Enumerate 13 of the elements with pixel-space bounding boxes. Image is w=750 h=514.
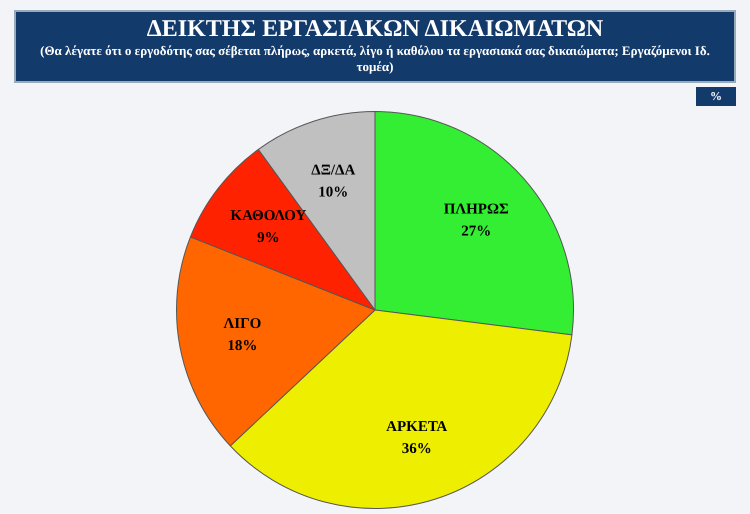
slice-label: ΔΞ/ΔΑ	[311, 162, 356, 178]
data-label: 36%	[402, 441, 432, 458]
data-label: 10%	[318, 184, 348, 200]
data-label: 27%	[461, 224, 492, 240]
chart-title: ΔΕΙΚΤΗΣ ΕΡΓΑΣΙΑΚΩΝ ΔΙΚΑΙΩΜΑΤΩΝ	[146, 16, 604, 43]
data-label: 18%	[227, 338, 258, 354]
slice-label: ΚΑΘΟΛΟΥ	[230, 208, 306, 224]
slice-label: ΑΡΚΕΤΑ	[386, 419, 448, 436]
slice-label: ΛΙΓΟ	[224, 316, 262, 332]
text: %	[696, 87, 736, 106]
chart-subtitle: (Θα λέγατε ότι ο εργοδότης σας σέβεται πλήρως, αρκετά, λίγο ή καθόλου τα εργασιακά σας δικαιώματα; Εργαζόμενοι Ιδ. τομέα)	[39, 43, 711, 75]
slice-label: ΠΛΗΡΩΣ	[444, 202, 509, 218]
data-label: 9%	[257, 230, 280, 246]
